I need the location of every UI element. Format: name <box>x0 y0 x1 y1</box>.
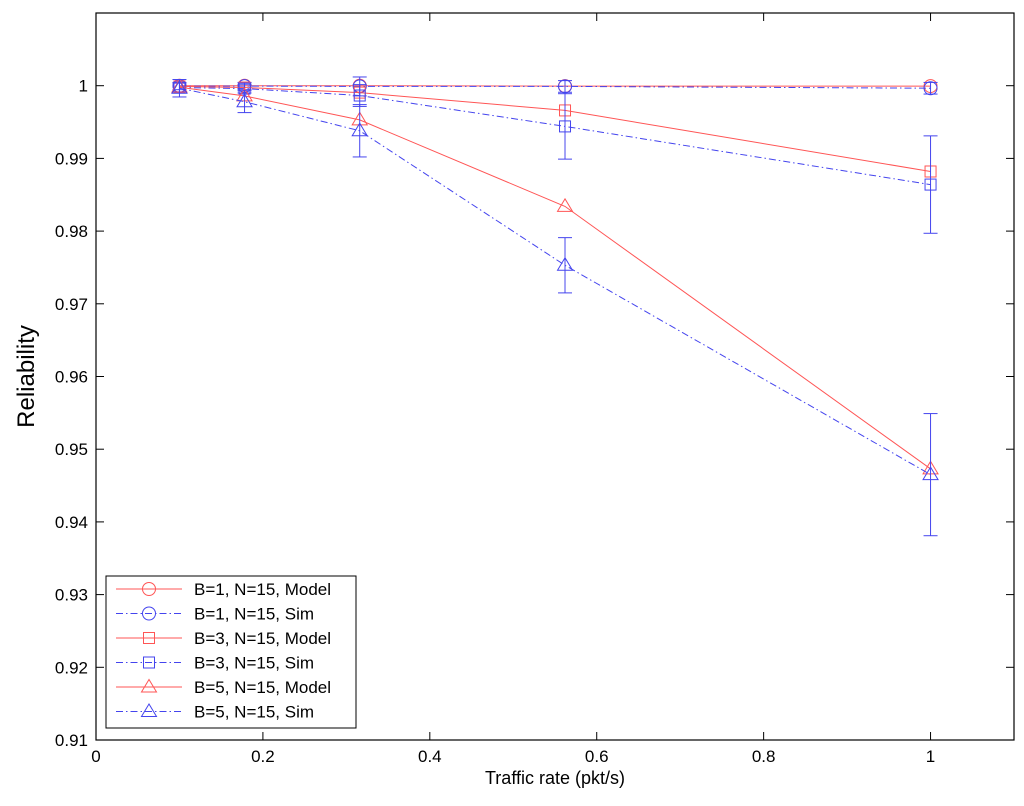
y-tick-label: 0.91 <box>55 731 88 750</box>
series-3 <box>174 81 936 177</box>
x-tick-label: 0.8 <box>752 747 776 766</box>
x-axis-label: Traffic rate (pkt/s) <box>485 768 625 788</box>
series-line <box>180 87 931 469</box>
y-tick-label: 0.92 <box>55 658 88 677</box>
y-tick-label: 0.96 <box>55 368 88 387</box>
legend-entry-label: B=5, N=15, Model <box>194 678 331 697</box>
y-tick-label: 0.95 <box>55 440 88 459</box>
x-tick-label: 0 <box>91 747 100 766</box>
x-tick-label: 0.4 <box>418 747 442 766</box>
data-point <box>558 199 573 212</box>
series-line <box>180 86 931 171</box>
y-axis-label: Reliability <box>13 325 40 428</box>
x-tick-label: 0.2 <box>251 747 275 766</box>
y-tick-label: 0.97 <box>55 295 88 314</box>
x-tick-label: 1 <box>926 747 935 766</box>
legend-entry-label: B=5, N=15, Sim <box>194 703 314 722</box>
legend-entry-label: B=3, N=15, Sim <box>194 654 314 673</box>
legend-entry-label: B=3, N=15, Model <box>194 629 331 648</box>
y-tick-label: 0.99 <box>55 149 88 168</box>
y-tick-label: 0.98 <box>55 222 88 241</box>
plot-marks <box>172 77 938 536</box>
y-tick-label: 1 <box>79 77 88 96</box>
y-tick-label: 0.93 <box>55 586 88 605</box>
series-6 <box>172 80 938 536</box>
legend-entry-label: B=1, N=15, Model <box>194 580 331 599</box>
series-line <box>180 88 931 474</box>
series-5 <box>172 80 938 474</box>
y-tick-label: 0.94 <box>55 513 88 532</box>
legend-entry-label: B=1, N=15, Sim <box>194 605 314 624</box>
series-line <box>180 88 931 185</box>
x-tick-label: 0.6 <box>585 747 609 766</box>
legend: B=1, N=15, Model B=1, N=15, Sim B=3, N=15,… <box>106 576 356 728</box>
